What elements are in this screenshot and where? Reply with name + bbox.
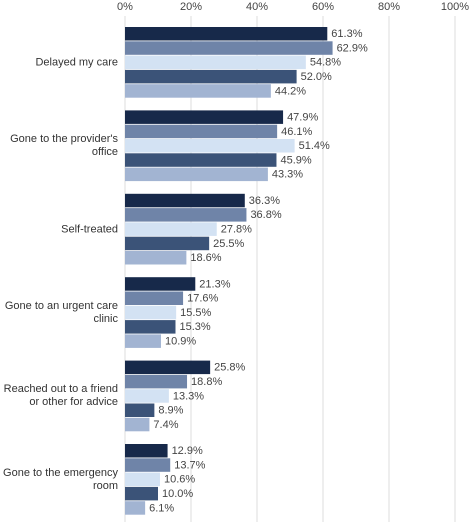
bar xyxy=(125,417,150,432)
value-label: 10.0% xyxy=(162,488,193,500)
value-label: 25.8% xyxy=(214,362,245,374)
value-label: 10.6% xyxy=(164,474,195,486)
value-label: 52.0% xyxy=(301,71,332,83)
x-tick-label: 60% xyxy=(312,1,334,13)
value-label: 12.9% xyxy=(172,445,203,457)
bar xyxy=(125,374,188,389)
value-label: 13.7% xyxy=(174,459,205,471)
bar xyxy=(125,251,187,265)
bar xyxy=(125,389,169,403)
value-label: 51.4% xyxy=(299,140,330,152)
value-label: 45.9% xyxy=(280,154,311,166)
value-label: 10.9% xyxy=(165,335,196,347)
x-tick-label: 0% xyxy=(117,1,133,13)
bar xyxy=(125,472,160,487)
bar xyxy=(125,69,297,84)
bar xyxy=(125,208,247,222)
x-tick-label: 40% xyxy=(246,1,268,13)
category-label: Gone to the emergency room xyxy=(3,466,118,492)
bar xyxy=(125,222,217,236)
value-label: 7.4% xyxy=(153,419,178,431)
bar xyxy=(125,360,211,375)
bar xyxy=(125,236,210,251)
bar xyxy=(125,277,196,291)
value-label: 15.3% xyxy=(179,321,210,333)
bar xyxy=(125,458,171,472)
x-tick-label: 80% xyxy=(378,1,400,13)
value-label: 18.8% xyxy=(191,376,222,388)
bar xyxy=(125,139,295,153)
bar xyxy=(125,167,268,182)
value-label: 17.6% xyxy=(187,293,218,305)
value-label: 62.9% xyxy=(337,42,368,54)
x-tick-label: 100% xyxy=(441,1,469,13)
value-label: 54.8% xyxy=(310,57,341,69)
value-label: 43.3% xyxy=(272,169,303,181)
bar xyxy=(125,124,278,139)
value-label: 8.9% xyxy=(158,405,183,417)
bar xyxy=(125,55,306,70)
bar xyxy=(125,27,328,41)
category-label: Delayed my care xyxy=(35,56,118,69)
bar xyxy=(125,110,284,124)
bar xyxy=(125,486,158,501)
x-tick-label: 20% xyxy=(180,1,202,13)
value-label: 61.3% xyxy=(331,28,362,40)
bar xyxy=(125,334,161,348)
category-label: Self-treated xyxy=(61,223,118,236)
category-label: Gone to an urgent care clinic xyxy=(4,299,118,325)
bar xyxy=(125,403,155,417)
bar xyxy=(125,84,271,98)
value-label: 36.3% xyxy=(249,195,280,207)
bar xyxy=(125,153,277,167)
bar xyxy=(125,305,177,320)
value-label: 25.5% xyxy=(213,238,244,250)
bar xyxy=(125,444,168,458)
category-label: Gone to the provider's office xyxy=(10,133,118,159)
value-label: 46.1% xyxy=(281,126,312,138)
bar xyxy=(125,320,176,334)
value-label: 47.9% xyxy=(287,111,318,123)
value-label: 6.1% xyxy=(149,502,174,514)
bar xyxy=(125,41,333,55)
bar xyxy=(125,501,146,515)
value-label: 15.5% xyxy=(180,307,211,319)
value-label: 44.2% xyxy=(275,85,306,97)
bar xyxy=(125,291,184,305)
value-label: 13.3% xyxy=(173,390,204,402)
value-label: 21.3% xyxy=(199,278,230,290)
value-label: 36.8% xyxy=(250,209,281,221)
bar xyxy=(125,193,245,208)
value-label: 27.8% xyxy=(221,223,252,235)
category-label: Reached out to a friend or other for adv… xyxy=(3,383,118,409)
value-label: 18.6% xyxy=(190,252,221,264)
